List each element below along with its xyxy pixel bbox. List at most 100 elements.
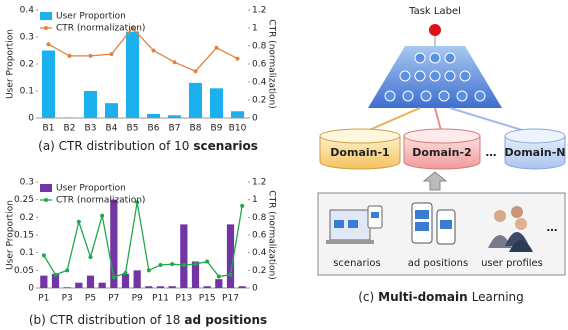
input-label: user profiles [481, 258, 543, 269]
x-tick-label: B8 [190, 124, 202, 134]
x-tick-label: P1 [38, 294, 49, 304]
x-tick-label: B4 [106, 124, 118, 134]
bar [125, 31, 140, 119]
marker [135, 200, 140, 205]
marker [228, 272, 233, 277]
x-tick-label: P13 [175, 294, 192, 304]
caption: (b) CTR distribution of 18 ad positions [29, 313, 267, 327]
bar [167, 115, 182, 118]
y-tick-label: 0.1 [20, 248, 34, 258]
bar [86, 275, 95, 288]
caption: (a) CTR distribution of 10 scenarios [38, 139, 258, 153]
y2-tick-label: 0.4 [252, 248, 267, 258]
domain-label: Domain-N [505, 146, 566, 159]
y2-axis-label: CTR (normalization) [267, 190, 277, 279]
y-axis-label: User Proportion [6, 29, 16, 99]
marker [111, 275, 116, 280]
y2-tick-label: 1 [252, 195, 258, 205]
marker [41, 253, 46, 258]
ad-icons [411, 202, 456, 245]
marker [205, 259, 210, 264]
y2-axis-label: CTR (normalization) [267, 19, 277, 108]
bar [209, 88, 224, 118]
line [48, 27, 238, 72]
y-tick-label: 0 [28, 284, 34, 294]
y-tick-label: 0.2 [20, 60, 34, 70]
y2-tick-label: 0.2 [252, 96, 266, 106]
x-tick-label: P17 [222, 294, 239, 304]
bar [51, 273, 60, 288]
marker [146, 268, 151, 273]
marker [130, 26, 135, 30]
x-tick-label: B2 [64, 124, 76, 134]
marker [172, 60, 177, 65]
caption-text: Learning [472, 290, 524, 304]
y-tick-label: 0.3 [20, 178, 34, 188]
domain-1 [319, 128, 401, 170]
bar [215, 279, 223, 288]
marker [214, 45, 219, 50]
caption-bold: ad positions [184, 313, 267, 327]
caption-bold: scenarios [193, 139, 257, 153]
legend-marker [44, 26, 48, 30]
x-tick-label: P15 [199, 294, 216, 304]
y2-tick-label: 0 [252, 284, 258, 294]
x-tick-label: B9 [211, 124, 223, 134]
line [43, 202, 243, 279]
y2-tick-label: 1.2 [252, 6, 266, 16]
marker [53, 272, 58, 277]
bar [75, 282, 83, 288]
arrow [422, 171, 448, 191]
y-tick-label: 0.2 [20, 213, 34, 223]
bar [41, 50, 56, 118]
caption-prefix: (c) [358, 290, 374, 304]
bar [168, 286, 176, 288]
diagram: Task Label Domain-1 Domain-2 … Domain-N … [317, 6, 566, 304]
marker [88, 255, 93, 260]
scenario-icons [326, 205, 383, 244]
y-tick-label: 0.3 [20, 33, 34, 43]
marker [151, 48, 156, 53]
x-tick-label: B10 [229, 124, 247, 134]
user-icons [488, 206, 533, 252]
bar [110, 199, 118, 288]
bar [62, 117, 77, 118]
marker [76, 219, 81, 224]
x-tick-label: B5 [127, 124, 139, 134]
marker [181, 263, 186, 268]
marker [240, 203, 245, 208]
legend-label: User Proportion [56, 12, 126, 22]
bar [238, 286, 246, 288]
x-tick-label: P3 [62, 294, 73, 304]
domain-n [504, 128, 566, 170]
marker [193, 69, 198, 74]
bar [133, 270, 141, 288]
marker [193, 262, 198, 267]
y2-tick-label: 0.8 [252, 213, 267, 223]
input-label: scenarios [333, 258, 381, 269]
y2-tick-label: 0.2 [252, 266, 266, 276]
legend-label: User Proportion [56, 184, 126, 194]
marker [88, 53, 93, 58]
bar [191, 261, 200, 288]
marker [216, 274, 221, 279]
y2-tick-label: 0.6 [252, 231, 267, 241]
y2-tick-label: 0 [252, 114, 258, 124]
y2-tick-label: 0.4 [252, 78, 267, 88]
x-tick-label: P9 [132, 294, 143, 304]
bar [188, 82, 203, 118]
legend-swatch [40, 12, 52, 20]
marker [235, 56, 240, 61]
x-tick-label: B3 [85, 124, 97, 134]
y-tick-label: 0 [28, 114, 34, 124]
y-axis-label: User Proportion [6, 200, 16, 270]
bar [145, 286, 153, 288]
bar [203, 286, 211, 288]
input-label: ad positions [408, 258, 468, 269]
legend-marker [44, 198, 48, 202]
domain-label: Domain-1 [330, 146, 389, 159]
y2-tick-label: 1.2 [252, 178, 266, 188]
marker [46, 42, 51, 47]
bar [83, 91, 98, 118]
